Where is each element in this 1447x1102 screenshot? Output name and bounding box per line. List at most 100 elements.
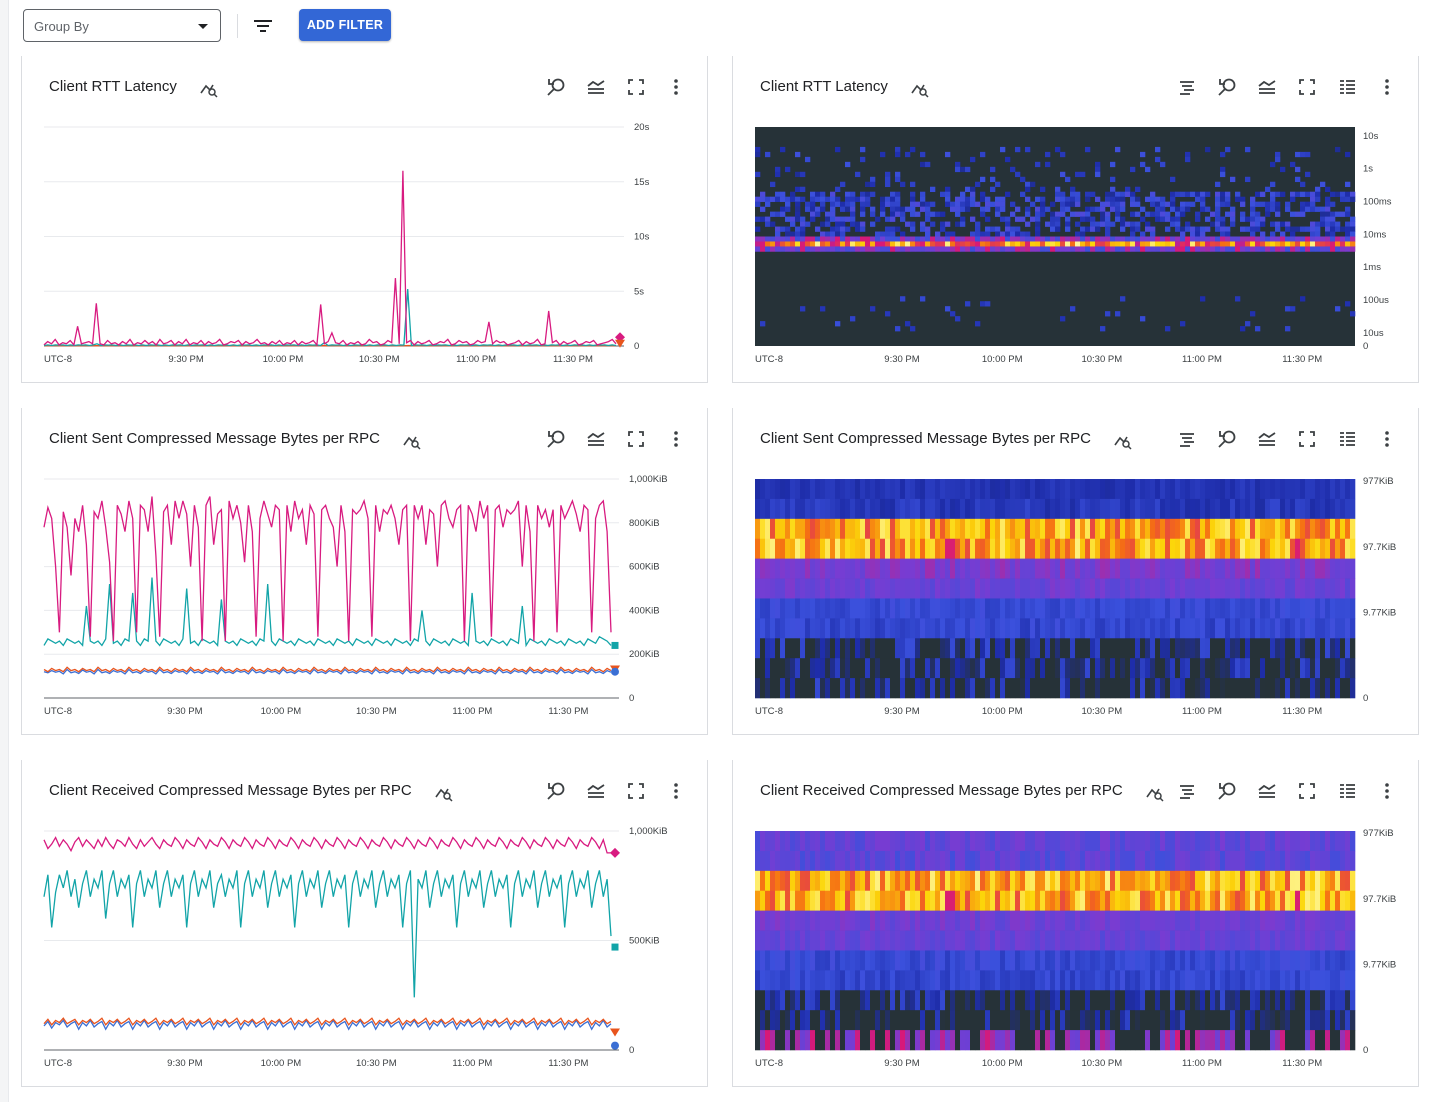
y-tick-label: 200KiB — [629, 649, 660, 660]
x-tick-label: 9:30 PM — [168, 354, 203, 365]
more-vert-icon[interactable] — [665, 76, 687, 98]
analyze-icon[interactable] — [910, 78, 930, 98]
table-view-icon[interactable] — [1336, 428, 1358, 450]
y-tick-label: 97.7KiB — [1363, 894, 1396, 905]
y-tick-label: 100ms — [1363, 196, 1392, 207]
y-tick-label: 5s — [634, 286, 644, 297]
x-tick-label: 11:30 PM — [553, 354, 593, 365]
analyze-icon[interactable] — [199, 78, 219, 98]
fullscreen-icon[interactable] — [1296, 780, 1318, 802]
x-tick-label: 9:30 PM — [884, 1058, 919, 1069]
series-line-teal — [43, 577, 612, 648]
series-line-blue — [43, 1019, 612, 1031]
x-tick-label: 11:00 PM — [452, 706, 492, 717]
table-view-icon[interactable] — [1336, 780, 1358, 802]
panel-title: Client RTT Latency — [49, 78, 177, 95]
analyze-icon[interactable] — [434, 782, 454, 802]
x-tick-label: 10:00 PM — [982, 706, 1023, 717]
analyze-icon[interactable] — [1113, 430, 1133, 450]
series-line-blue — [43, 668, 612, 675]
x-tick-label: 10:30 PM — [356, 1058, 397, 1069]
series-line-magenta — [43, 496, 612, 642]
panel-title: Client Sent Compressed Message Bytes per… — [49, 430, 380, 447]
filter-list-icon[interactable] — [250, 14, 276, 38]
more-vert-icon[interactable] — [665, 428, 687, 450]
percentile-filter-icon[interactable] — [1176, 428, 1198, 450]
more-vert-icon[interactable] — [1376, 76, 1398, 98]
analyze-icon[interactable] — [402, 430, 422, 450]
y-tick-label: 10us — [1363, 328, 1384, 339]
x-tick-label: 10:00 PM — [263, 354, 304, 365]
legend-toggle-icon[interactable] — [585, 428, 607, 450]
fullscreen-icon[interactable] — [625, 428, 647, 450]
x-tick-label: 9:30 PM — [167, 706, 202, 717]
chart-panel: Client Received Compressed Message Bytes… — [732, 760, 1419, 1087]
fullscreen-icon[interactable] — [625, 76, 647, 98]
x-tick-label: UTC-8 — [44, 1058, 72, 1069]
analyze-icon[interactable] — [1145, 782, 1165, 802]
x-tick-label: 10:30 PM — [1081, 354, 1122, 365]
fullscreen-icon[interactable] — [625, 780, 647, 802]
more-vert-icon[interactable] — [1376, 428, 1398, 450]
group-by-select[interactable]: Group By — [23, 9, 221, 42]
x-tick-label: 10:00 PM — [261, 1058, 302, 1069]
y-tick-label: 1,000KiB — [629, 826, 668, 837]
series-line-magenta — [43, 170, 617, 347]
table-view-icon[interactable] — [1336, 76, 1358, 98]
zoom-search-icon[interactable] — [1216, 780, 1238, 802]
toolbar-divider — [237, 14, 238, 38]
y-tick-label: 0 — [1363, 1045, 1368, 1056]
y-tick-label: 600KiB — [629, 562, 660, 573]
chart-plot: UTC-8 9:30 PM 10:00 PM 10:30 PM 11:00 PM 11:3… — [755, 127, 1392, 365]
fullscreen-icon[interactable] — [1296, 428, 1318, 450]
zoom-search-icon[interactable] — [545, 428, 567, 450]
percentile-filter-icon[interactable] — [1176, 780, 1198, 802]
series-end-marker — [610, 847, 620, 858]
series-end-marker — [615, 339, 625, 348]
x-tick-label: 9:30 PM — [884, 706, 919, 717]
zoom-search-icon[interactable] — [545, 780, 567, 802]
add-filter-button[interactable]: ADD FILTER — [299, 9, 391, 41]
y-tick-label: 9.77KiB — [1363, 608, 1396, 619]
legend-toggle-icon[interactable] — [585, 76, 607, 98]
legend-toggle-icon[interactable] — [1256, 780, 1278, 802]
chart-plot: UTC-8 9:30 PM 10:00 PM 10:30 PM 11:00 PM 11:3… — [755, 476, 1396, 717]
chart-plot: UTC-8 9:30 PM 10:00 PM 10:30 PM 11:00 PM 11:3… — [755, 828, 1396, 1069]
chart-plot: UTC-8 9:30 PM 10:00 PM 10:30 PM 11:00 PM 11:3… — [43, 474, 668, 717]
more-vert-icon[interactable] — [1376, 780, 1398, 802]
x-tick-label: 11:30 PM — [548, 1058, 588, 1069]
zoom-search-icon[interactable] — [1216, 76, 1238, 98]
y-tick-label: 0 — [1363, 693, 1368, 704]
x-tick-label: 10:30 PM — [359, 354, 400, 365]
chevron-down-icon — [198, 24, 208, 29]
series-line-teal — [43, 289, 617, 347]
x-tick-label: 11:30 PM — [1282, 354, 1322, 365]
zoom-search-icon[interactable] — [545, 76, 567, 98]
legend-toggle-icon[interactable] — [1256, 76, 1278, 98]
x-tick-label: UTC-8 — [44, 354, 72, 365]
series-end-marker — [611, 943, 619, 951]
y-tick-label: 97.7KiB — [1363, 542, 1396, 553]
y-tick-label: 977KiB — [1363, 828, 1394, 839]
legend-toggle-icon[interactable] — [585, 780, 607, 802]
y-tick-label: 0 — [629, 693, 634, 704]
zoom-search-icon[interactable] — [1216, 428, 1238, 450]
chart-panel: Client RTT Latency UTC-8 9:30 PM 10:00 PM 10… — [732, 56, 1419, 383]
y-tick-label: 9.77KiB — [1363, 960, 1396, 971]
y-tick-label: 10s — [634, 232, 650, 243]
series-end-marker — [611, 641, 619, 649]
y-tick-label: 15s — [634, 177, 650, 188]
percentile-filter-icon[interactable] — [1176, 76, 1198, 98]
series-end-marker — [611, 667, 619, 676]
toolbar: Group By ADD FILTER — [0, 0, 1447, 52]
legend-toggle-icon[interactable] — [1256, 428, 1278, 450]
chart-plot: UTC-8 9:30 PM 10:00 PM 10:30 PM 11:00 PM 11:3… — [43, 122, 650, 365]
fullscreen-icon[interactable] — [1296, 76, 1318, 98]
y-tick-label: 1,000KiB — [629, 474, 668, 485]
y-tick-label: 0 — [1363, 341, 1368, 352]
more-vert-icon[interactable] — [665, 780, 687, 802]
x-tick-label: 10:30 PM — [1081, 706, 1122, 717]
x-tick-label: UTC-8 — [755, 706, 783, 717]
y-tick-label: 100us — [1363, 295, 1389, 306]
group-by-label: Group By — [34, 19, 89, 34]
